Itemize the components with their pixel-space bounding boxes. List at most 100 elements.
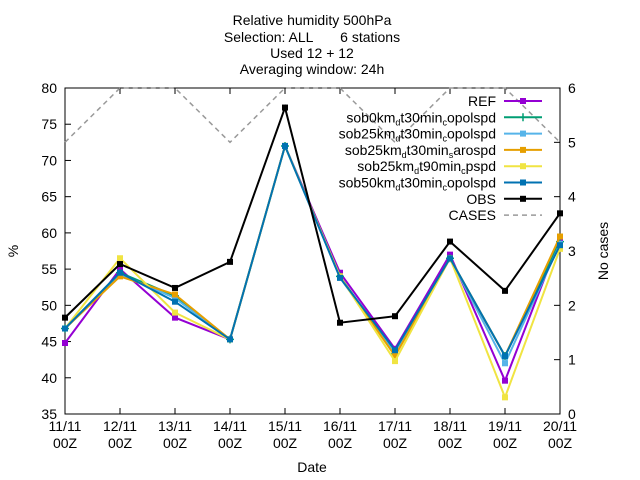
- data-point: [337, 319, 343, 326]
- y2-tick-label: 0: [568, 406, 576, 422]
- legend-label: REF: [468, 93, 496, 109]
- y2-tick-label: 3: [568, 243, 576, 259]
- x-tick-label-date: 19/11: [488, 418, 522, 434]
- y2-tick-label: 6: [568, 80, 576, 96]
- data-point: [557, 242, 563, 249]
- x-tick-label-time: 00Z: [383, 435, 408, 451]
- legend-marker: [519, 113, 527, 122]
- x-tick-label-time: 00Z: [163, 435, 188, 451]
- x-tick-label-date: 18/11: [433, 418, 467, 434]
- legend-marker: [520, 146, 526, 153]
- x-tick-label-time: 00Z: [218, 435, 243, 451]
- data-point: [447, 238, 453, 245]
- y-tick-label: 35: [41, 406, 57, 422]
- data-point: [557, 233, 563, 240]
- y-tick-label: 55: [41, 261, 57, 277]
- data-point: [502, 377, 508, 384]
- y-tick-label: 65: [41, 189, 57, 205]
- data-point: [62, 325, 68, 332]
- data-point: [392, 347, 398, 354]
- data-point: [172, 314, 178, 321]
- legend-label: sob0kmdt30mincopolspd: [346, 109, 496, 127]
- chart-title-line-3: Used 12 + 12: [270, 45, 354, 61]
- data-point: [282, 142, 288, 149]
- data-point: [172, 291, 178, 298]
- x-tick-label-time: 00Z: [273, 435, 298, 451]
- chart-title-line-4: Averaging window: 24h: [240, 61, 385, 77]
- x-tick-label-time: 00Z: [53, 435, 78, 451]
- data-point: [227, 336, 233, 343]
- data-point: [392, 353, 398, 360]
- data-point: [172, 295, 178, 302]
- x-tick-label-date: 14/11: [213, 418, 247, 434]
- data-point: [227, 258, 233, 265]
- data-point: [117, 261, 123, 268]
- series-line: [64, 104, 561, 324]
- data-point: [62, 314, 68, 321]
- y-tick-label: 75: [41, 116, 57, 132]
- data-point: [447, 255, 453, 262]
- legend: REFsob0kmdt30mincopolspdsob25kmdt30minco…: [339, 93, 542, 223]
- y2-tick-label: 5: [568, 134, 576, 150]
- x-tick-label-time: 00Z: [108, 435, 133, 451]
- data-point: [557, 245, 563, 252]
- data-point: [337, 274, 343, 281]
- data-point: [502, 287, 508, 294]
- y-tick-label: 40: [41, 370, 57, 386]
- data-point: [117, 255, 123, 262]
- series-obs: [62, 104, 563, 326]
- x-tick-label-date: 16/11: [323, 418, 357, 434]
- data-point: [502, 360, 508, 367]
- data-point: [117, 269, 123, 276]
- y2-tick-label: 1: [568, 352, 576, 368]
- legend-marker: [520, 163, 526, 170]
- y2-axis-label: No cases: [595, 222, 611, 280]
- x-tick-label-date: 13/11: [158, 418, 192, 434]
- x-tick-label-time: 00Z: [548, 435, 573, 451]
- y-axis-label: %: [5, 245, 21, 257]
- x-tick-label-date: 11/11: [49, 418, 82, 434]
- x-tick-label-date: 12/11: [103, 418, 137, 434]
- data-point: [282, 104, 288, 111]
- legend-marker: [520, 98, 526, 104]
- data-point: [117, 273, 123, 280]
- x-tick-label-date: 15/11: [268, 418, 302, 434]
- legend-label: CASES: [449, 207, 496, 223]
- data-point: [62, 340, 68, 347]
- x-axis-label: Date: [297, 459, 327, 475]
- plot-area: 35404550556065707580012345611/1100Z12/11…: [41, 80, 577, 451]
- legend-marker: [520, 130, 526, 137]
- data-point: [172, 309, 178, 316]
- data-point: [502, 353, 508, 360]
- legend-label: sob25kmdt30mincopolspd: [339, 126, 496, 144]
- y2-tick-label: 2: [568, 297, 576, 313]
- legend-label: sob50kmdt30mincopolspd: [339, 175, 496, 193]
- data-point: [557, 210, 563, 217]
- x-tick-label-time: 00Z: [328, 435, 353, 451]
- x-tick-label-date: 20/11: [543, 418, 577, 434]
- legend-label: OBS: [466, 191, 496, 207]
- x-tick-label-time: 00Z: [438, 435, 463, 451]
- series-cases: [64, 87, 561, 144]
- legend-marker: [520, 195, 526, 202]
- legend-marker: [520, 179, 526, 186]
- chart-title: Relative humidity 500hPa Selection: ALL …: [224, 12, 400, 77]
- data-point: [392, 313, 398, 320]
- y-tick-label: 80: [41, 80, 57, 96]
- y-tick-label: 60: [41, 225, 57, 241]
- data-point: [392, 358, 398, 365]
- chart-title-line-1: Relative humidity 500hPa: [233, 12, 392, 28]
- y2-tick-label: 4: [568, 189, 576, 205]
- x-tick-label-date: 17/11: [378, 418, 412, 434]
- data-point: [502, 394, 508, 401]
- legend-label: sob25kmdt90mincpspd: [357, 158, 496, 176]
- chart-title-line-2: Selection: ALL 6 stations: [224, 29, 400, 45]
- data-point: [172, 284, 178, 291]
- legend-label: sob25kmdt30minsarospd: [345, 142, 496, 160]
- x-tick-label-time: 00Z: [493, 435, 518, 451]
- y-tick-label: 45: [41, 334, 57, 350]
- y-tick-label: 70: [41, 152, 57, 168]
- y-tick-label: 50: [41, 297, 57, 313]
- data-point: [172, 298, 178, 305]
